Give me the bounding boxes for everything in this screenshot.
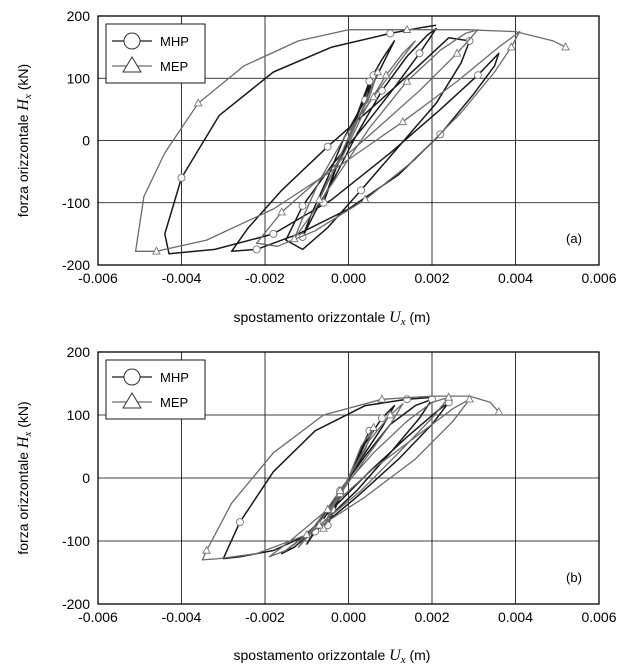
- marker-mep: [373, 67, 383, 76]
- marker-mep: [202, 545, 211, 554]
- marker-mep: [465, 394, 474, 403]
- x-axis-label: spostamento orizzontale Ux (m): [234, 309, 431, 328]
- legend-marker-mep: [122, 392, 142, 409]
- panel-label: (b): [566, 570, 582, 585]
- x-tick-label: 0.002: [414, 270, 449, 286]
- data-layer: [201, 392, 504, 561]
- legend-marker-mep: [122, 56, 142, 73]
- plot-panel-a: -0.006 -0.004 -0.002 0.000 0.002 0.004 0.006 20…: [15, 8, 617, 328]
- marker-mep: [398, 116, 408, 126]
- marker-mhp: [252, 245, 261, 254]
- marker-mep: [369, 422, 378, 431]
- panel-label: (a): [566, 231, 582, 246]
- series-line-mep: [134, 29, 566, 252]
- marker-mhp: [377, 414, 386, 423]
- marker-mep: [302, 529, 312, 538]
- x-tick-label: 0.006: [581, 609, 616, 625]
- plot-frame: [97, 351, 600, 605]
- x-tick-label: -0.002: [245, 270, 285, 286]
- y-tick-label: 0: [82, 133, 90, 149]
- marker-mhp: [177, 173, 186, 182]
- x-tick-label: 0.000: [331, 609, 366, 625]
- x-tick-label: 0.004: [498, 609, 533, 625]
- marker-mep: [360, 194, 370, 203]
- x-tick-label: -0.006: [78, 609, 118, 625]
- plot-panel-b: -0.006 -0.004 -0.002 0.000 0.002 0.004 0.006 20…: [15, 344, 617, 666]
- legend-label-mep: MEP: [160, 59, 188, 74]
- y-tick-label: 100: [67, 407, 91, 423]
- y-tick-label: -100: [62, 195, 90, 211]
- x-tick-label: 0.006: [581, 270, 616, 286]
- marker-mep: [314, 194, 324, 203]
- legend-label-mhp: MHP: [160, 370, 189, 385]
- marker-mep: [152, 246, 161, 255]
- marker-mep: [369, 91, 378, 101]
- marker-mep: [335, 485, 345, 494]
- marker-mep: [402, 24, 412, 33]
- marker-mhp: [403, 395, 411, 404]
- marker-mep: [381, 70, 391, 79]
- legend-label-mhp: MHP: [160, 34, 189, 49]
- legend-label-mep: MEP: [160, 395, 188, 410]
- marker-mep: [289, 233, 299, 243]
- marker-mhp: [415, 49, 424, 58]
- x-tick-label: -0.004: [162, 270, 202, 286]
- series-line-mhp: [164, 24, 500, 255]
- x-tick-label: 0.002: [414, 609, 449, 625]
- marker-mhp: [365, 77, 374, 86]
- marker-mep: [506, 42, 516, 51]
- marker-mep: [314, 520, 324, 529]
- marker-mep: [323, 504, 332, 513]
- x-tick-label: -0.006: [78, 270, 118, 286]
- marker-mhp: [465, 36, 474, 45]
- y-tick-label: 200: [67, 344, 91, 360]
- legend-marker-mhp: [123, 32, 141, 50]
- marker-mhp: [235, 518, 244, 527]
- marker-mep: [193, 98, 203, 107]
- marker-mhp: [323, 142, 332, 151]
- y-axis-label: forza orizzontale Hx (kN): [15, 401, 34, 554]
- x-tick-label: 0.000: [331, 270, 366, 286]
- legend-box: [105, 359, 206, 420]
- y-tick-label: 100: [67, 70, 91, 86]
- x-tick-label: 0.004: [498, 270, 533, 286]
- marker-mhp: [386, 29, 395, 38]
- marker-mep: [277, 207, 287, 216]
- x-tick-label: -0.004: [162, 609, 202, 625]
- marker-mep: [402, 76, 412, 85]
- legend-box: [105, 23, 206, 84]
- x-tick-label: -0.002: [245, 609, 285, 625]
- y-tick-label: 200: [67, 8, 91, 24]
- marker-mep: [494, 406, 504, 416]
- marker-mep: [561, 42, 570, 51]
- marker-mhp: [357, 186, 365, 195]
- y-axis-label: forza orizzontale Hx (kN): [15, 64, 34, 217]
- y-tick-label: -100: [62, 533, 90, 549]
- data-layer: [134, 24, 570, 255]
- marker-mhp: [269, 229, 278, 238]
- x-axis-label: spostamento orizzontale Ux (m): [234, 647, 431, 666]
- y-tick-label: 0: [82, 470, 90, 486]
- marker-mep: [452, 48, 462, 57]
- plot-frame: [97, 15, 600, 266]
- y-tick-label: -200: [62, 257, 90, 273]
- marker-mep: [385, 410, 395, 419]
- marker-mep: [444, 392, 454, 401]
- marker-mhp: [298, 201, 307, 210]
- marker-mhp: [473, 71, 482, 80]
- marker-mep: [377, 394, 387, 403]
- y-tick-label: -200: [62, 596, 90, 612]
- legend-marker-mhp: [123, 368, 141, 386]
